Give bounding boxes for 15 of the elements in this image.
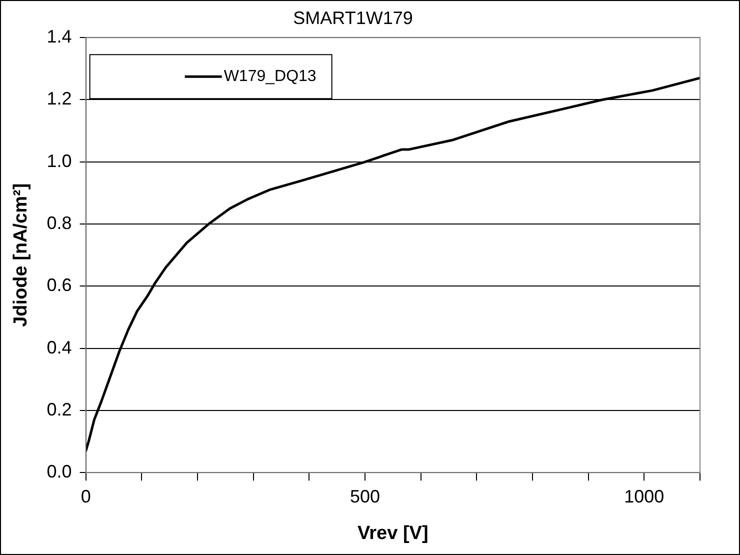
y-tick-label: 0.0 (46, 462, 72, 482)
x-tick-label: 0 (80, 486, 91, 506)
y-tick-label: 1.2 (46, 88, 72, 109)
x-axis-title: Vrev [V] (358, 522, 428, 544)
legend-label: W179_DQ13 (224, 68, 316, 86)
y-tick-label: 0.4 (46, 337, 72, 358)
y-tick-label: 1.0 (46, 150, 72, 171)
x-tick-label: 500 (350, 486, 380, 506)
y-tick-label: 0.8 (46, 212, 72, 233)
y-axis-title: Jdiode [nA/cm²] (10, 183, 32, 327)
y-tick-label: 0.6 (46, 275, 72, 296)
chart-title: SMART1W179 (293, 8, 413, 28)
y-tick-label: 0.2 (46, 399, 72, 420)
y-tick-label: 1.4 (46, 26, 72, 47)
x-tick-label: 1000 (624, 486, 664, 506)
